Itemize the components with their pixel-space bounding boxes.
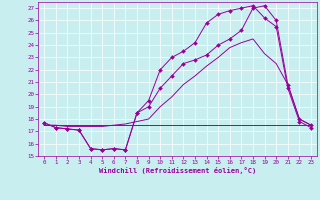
X-axis label: Windchill (Refroidissement éolien,°C): Windchill (Refroidissement éolien,°C) [99, 167, 256, 174]
